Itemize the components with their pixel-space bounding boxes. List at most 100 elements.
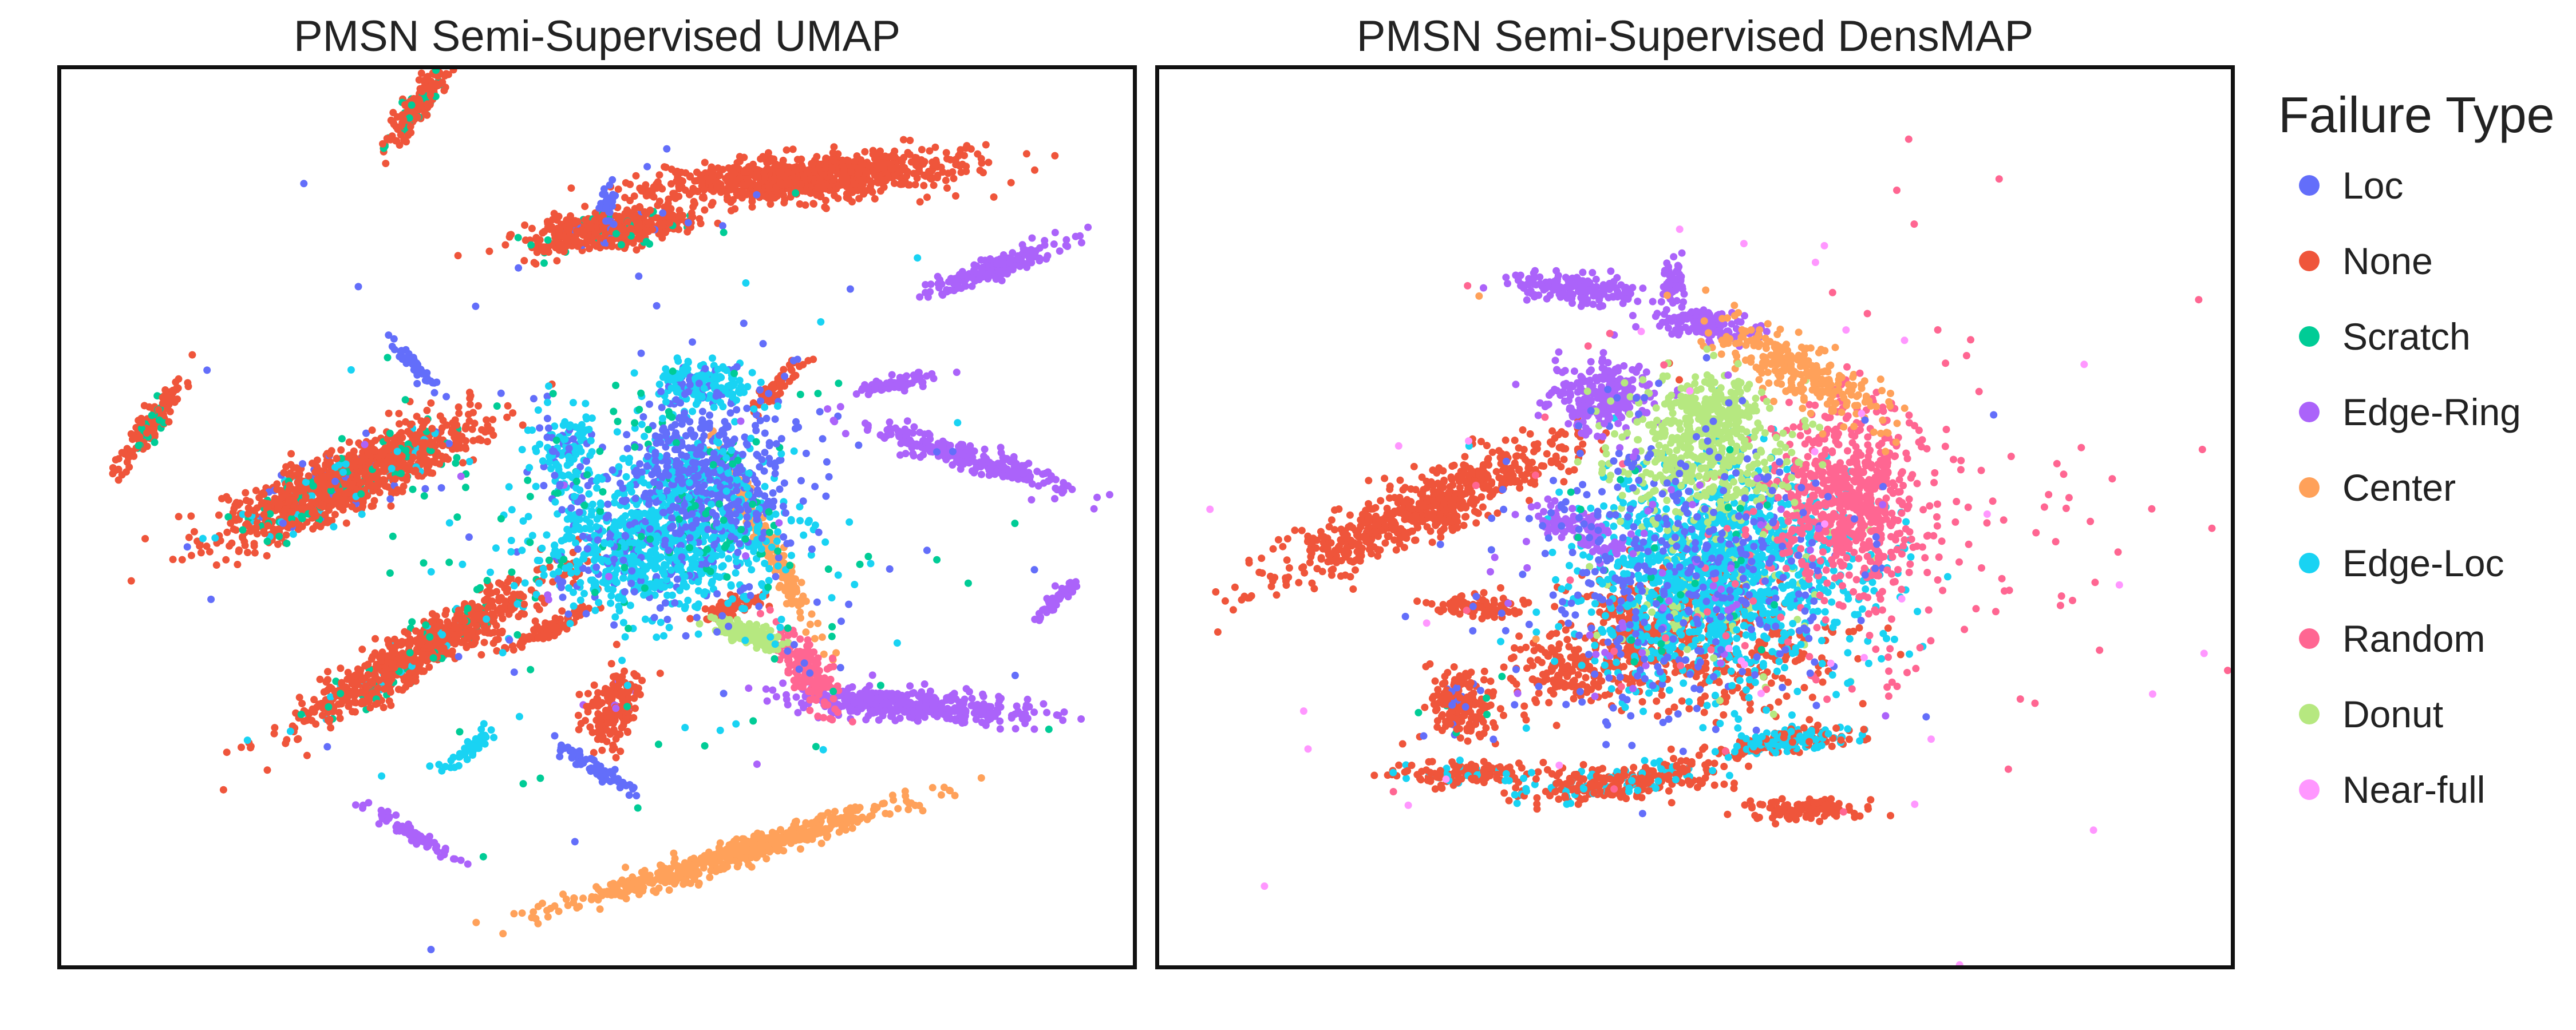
scatter-point-none — [178, 556, 186, 564]
scatter-point-none — [413, 645, 421, 653]
scatter-point-none — [319, 483, 327, 491]
scatter-point-center — [856, 815, 864, 823]
scatter-point-none — [598, 735, 606, 743]
scatter-point-none — [700, 186, 708, 194]
scatter-point-none — [857, 182, 865, 190]
scatter-point-none — [486, 589, 494, 597]
scatter-point-none — [337, 446, 345, 454]
scatter-point-center — [848, 824, 856, 832]
scatter-point-none — [776, 383, 784, 391]
scatter-point-center — [591, 893, 599, 901]
scatter-point-none — [326, 469, 334, 477]
scatter-point-none — [418, 423, 426, 431]
scatter-point-none — [390, 649, 398, 657]
scatter-point-center — [761, 522, 769, 530]
scatter-point-center — [937, 791, 945, 799]
scatter-point-none — [700, 194, 708, 202]
scatter-point-center — [695, 880, 703, 887]
scatter-point-none — [241, 541, 249, 549]
scatter-point-none — [602, 684, 610, 692]
scatter-point-none — [187, 512, 195, 520]
scatter-point-none — [353, 473, 361, 481]
scatter-point-center — [806, 832, 814, 840]
scatter-point-none — [203, 542, 211, 550]
scatter-point-none — [615, 214, 623, 222]
scatter-point-none — [252, 524, 260, 532]
scatter-point-center — [813, 830, 821, 838]
scatter-point-none — [223, 528, 231, 536]
scatter-point-none — [876, 147, 884, 155]
scatter-point-none — [398, 434, 406, 442]
scatter-point-none — [303, 751, 311, 759]
scatter-point-none — [533, 602, 541, 610]
scatter-point-none — [588, 728, 596, 736]
scatter-point-none — [982, 141, 990, 149]
scatter-point-none — [495, 579, 503, 587]
scatter-point-none — [371, 649, 379, 657]
scatter-point-center — [622, 863, 630, 871]
scatter-point-none — [271, 724, 279, 732]
scatter-point-none — [904, 168, 911, 176]
scatter-point-none — [444, 70, 452, 78]
scatter-point-center — [562, 896, 570, 903]
scatter-point-none — [469, 640, 477, 648]
scatter-point-none — [475, 604, 483, 612]
scatter-point-none — [607, 660, 615, 668]
scatter-point-none — [796, 200, 804, 208]
scatter-point-edge-loc — [438, 631, 447, 639]
scatter-point-none — [224, 496, 232, 504]
scatter-point-none — [538, 243, 546, 251]
scatter-point-center — [715, 847, 723, 855]
scatter-point-none — [242, 489, 250, 497]
scatter-point-none — [212, 561, 220, 569]
scatter-point-none — [118, 471, 126, 479]
scatter-point-none — [429, 619, 437, 626]
scatter-point-none — [784, 168, 792, 176]
scatter-point-center — [777, 826, 784, 834]
scatter-point-none — [820, 183, 828, 191]
scatter-point-none — [358, 698, 366, 706]
scatter-point-none — [627, 224, 635, 232]
scatter-point-none — [374, 479, 382, 487]
scatter-point-center — [661, 870, 669, 878]
scatter-point-center — [812, 818, 820, 826]
scatter-point-scratch — [527, 241, 535, 249]
scatter-point-center — [570, 894, 578, 902]
scatter-point-none — [822, 196, 829, 204]
scatter-point-loc — [279, 519, 287, 527]
scatter-point-none — [519, 593, 527, 601]
scatter-point-none — [952, 192, 959, 200]
scatter-point-none — [331, 510, 339, 518]
scatter-point-none — [285, 470, 293, 478]
scatter-point-center — [822, 826, 830, 834]
scatter-point-none — [961, 152, 968, 160]
scatter-point-none — [767, 200, 775, 208]
scatter-point-none — [270, 498, 278, 506]
scatter-point-loc — [757, 397, 765, 405]
scatter-point-center — [714, 865, 722, 873]
scatter-point-none — [289, 520, 297, 528]
scatter-point-none — [622, 715, 630, 723]
scatter-point-none — [260, 490, 268, 498]
scatter-point-none — [465, 410, 472, 418]
scatter-point-scratch — [464, 604, 472, 612]
scatter-point-none — [409, 453, 417, 461]
scatter-point-none — [327, 724, 335, 732]
scatter-point-center — [518, 909, 526, 917]
scatter-point-none — [880, 176, 888, 184]
scatter-point-none — [631, 704, 639, 712]
scatter-point-edge-ring — [612, 704, 620, 712]
scatter-point-loc — [299, 460, 307, 468]
scatter-point-none — [323, 518, 331, 526]
scatter-point-none — [338, 497, 346, 505]
scatter-point-none — [415, 95, 423, 103]
scatter-point-none — [313, 521, 321, 529]
scatter-point-none — [559, 245, 567, 253]
scatter-point-center — [716, 839, 724, 847]
scatter-point-none — [489, 639, 497, 647]
scatter-point-none — [418, 667, 426, 675]
scatter-point-none — [572, 227, 580, 235]
scatter-point-center — [886, 810, 894, 818]
scatter-point-none — [462, 422, 470, 430]
scatter-point-none — [596, 700, 604, 708]
